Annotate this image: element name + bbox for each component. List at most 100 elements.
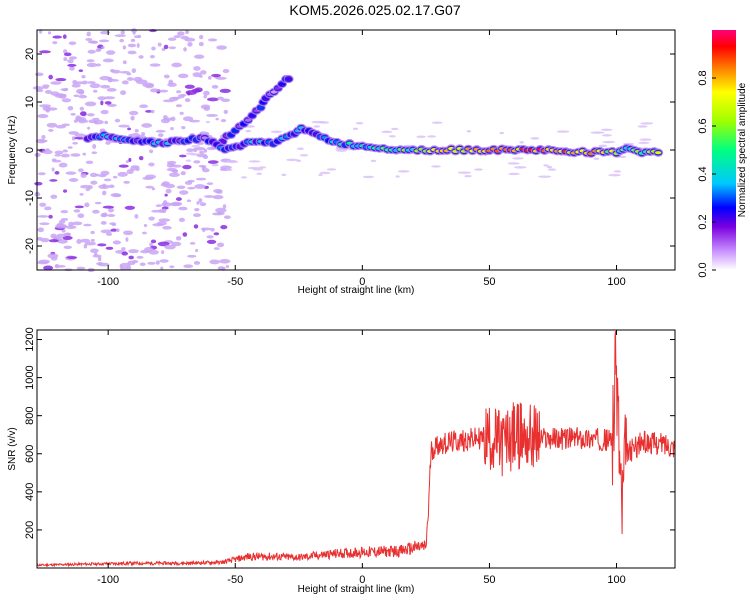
- spectrogram-noise-cell: [168, 46, 177, 50]
- snr-panel: -100 -50 0 50 100 200 400 600 800 1000 1200 Height…: [7, 327, 676, 595]
- spectrogram-noise-cell: [62, 88, 68, 92]
- spectrogram-noise-cell: [326, 168, 337, 171]
- spectrogram-noise-cell: [602, 134, 612, 137]
- spectrogram-noise-cell: [105, 232, 113, 236]
- spectrogram-noise-cell: [133, 76, 143, 82]
- spectrogram-noise-cell: [598, 144, 608, 148]
- spectrogram-noise-cell: [41, 135, 46, 140]
- spectrogram-noise-cell: [116, 228, 120, 233]
- spectrogram-noise-cell: [198, 164, 206, 168]
- spectrogram-noise-cell: [637, 125, 648, 128]
- spectrogram-noise-cell: [68, 178, 79, 182]
- spectrogram-noise-cell: [70, 112, 76, 116]
- spectrogram-noise-cell: [122, 60, 127, 65]
- spectrogram-noise-cell: [163, 44, 169, 50]
- snr-axes: -100 -50 0 50 100 200 400 600 800 1000 1200: [24, 327, 675, 586]
- spectrogram-noise-cell: [97, 47, 102, 52]
- spectrogram-noise-cell: [556, 130, 570, 133]
- spectrogram-noise-cell: [62, 233, 70, 236]
- spectrogram-noise-cell: [155, 204, 162, 208]
- spectrogram-noise-cell: [296, 147, 304, 150]
- colorbar-tick-label: 0.6: [697, 118, 709, 133]
- spectrogram-noise-cell: [34, 181, 43, 186]
- spectrogram-noise-cell: [103, 178, 112, 182]
- spectrogram-noise-cell: [162, 115, 168, 119]
- spectrogram-noise-cell: [222, 204, 227, 209]
- spectrogram-noise-cell: [219, 88, 231, 94]
- spectrogram-noise-cell: [639, 138, 652, 141]
- branch-ridge-cell: [257, 106, 264, 110]
- snr-x-tick-label: 100: [607, 574, 625, 586]
- spectrogram-noise-cell: [427, 135, 437, 138]
- spectrogram-noise-cell: [43, 86, 49, 89]
- spectrogram-noise-cell: [125, 237, 129, 242]
- spectrogram-noise-cell: [69, 66, 75, 71]
- spectrogram-noise-cell: [179, 111, 184, 115]
- colorbar-tick-label: 0.2: [697, 214, 709, 229]
- spectrogram-noise-cell: [187, 42, 193, 47]
- spectrogram-noise-cell: [152, 223, 164, 227]
- spectrogram-noise-cell: [130, 133, 141, 138]
- spectrogram-noise-cell: [84, 202, 90, 208]
- spectrogram-noise-cell: [48, 128, 54, 132]
- spectrogram-noise-cell: [143, 224, 148, 228]
- spectrogram-noise-cell: [92, 254, 102, 258]
- spectrogram-noise-cell: [76, 266, 86, 270]
- figure-title: KOM5.2026.025.02.17.G07: [289, 2, 460, 18]
- spectrogram-noise-cell: [220, 98, 231, 102]
- spectrogram-noise-cell: [120, 30, 125, 35]
- spectrogram-noise-cell: [136, 43, 140, 48]
- spectrogram-noise-cell: [78, 94, 88, 99]
- spectrogram-noise-cell: [127, 43, 137, 48]
- spectrogram-noise-cell: [89, 83, 101, 89]
- spectrogram-noise-cell: [117, 171, 128, 177]
- spectrogram-noise-cell: [158, 218, 171, 222]
- spectrogram-noise-cell: [42, 105, 51, 111]
- spectrogram-noise-cell: [319, 121, 330, 124]
- spectrogram-noise-cell: [507, 162, 520, 165]
- spectrogram-noise-cell: [52, 35, 63, 39]
- spectrogram-noise-cell: [45, 148, 50, 152]
- spectrogram-noise-cell: [209, 259, 220, 265]
- colorbar: 0.0 0.2 0.4 0.6 0.8 Normalized spectral ampl…: [697, 30, 748, 278]
- spectrogram-noise-cell: [141, 132, 146, 136]
- spectrogram-noise-cell: [160, 118, 171, 124]
- spectrogram-noise-cell: [144, 174, 157, 179]
- spectrogram-noise-cell: [114, 34, 127, 38]
- spectrogram-noise-cell: [186, 148, 195, 153]
- spectrogram-noise-cell: [121, 80, 129, 85]
- spectrogram-noise-cell: [89, 172, 98, 178]
- spectrogram-noise-cell: [145, 185, 154, 189]
- spectrogram-noise-cell: [199, 150, 205, 154]
- branch-ridge-cell: [278, 82, 286, 86]
- spectrogram-noise-cell: [362, 175, 375, 179]
- spectrogram-noise-cell: [134, 129, 139, 133]
- spectrogram-noise-cell: [90, 238, 95, 242]
- spectrogram-noise-cell: [178, 206, 188, 211]
- spectrogram-noise-cell: [60, 210, 69, 214]
- spectrogram-noise-cell: [134, 214, 139, 219]
- spectrogram-x-tick-label: 100: [607, 276, 625, 288]
- spectrogram-noise-cell: [225, 159, 238, 163]
- spectrogram-noise-cell: [162, 99, 175, 103]
- spectrogram-noise-cell: [137, 34, 142, 39]
- spectrogram-noise-cell: [48, 214, 53, 219]
- spectrogram-noise-cell: [179, 190, 189, 195]
- spectrogram-noise-cell: [352, 127, 359, 131]
- spectrogram-noise-cell: [62, 235, 73, 241]
- spectrogram-noise-cell: [80, 238, 91, 243]
- spectrogram-noise-cell: [102, 58, 114, 63]
- spectrogram-noise-cell: [97, 243, 107, 247]
- spectrogram-noise-cell: [169, 172, 180, 177]
- spectrogram-noise-cell: [44, 206, 52, 211]
- spectrogram-noise-cell: [602, 140, 616, 144]
- spectrogram-noise-cell: [178, 217, 186, 223]
- spectrogram-noise-cell: [50, 81, 62, 85]
- spectrogram-noise-cell: [63, 49, 68, 54]
- snr-y-tick-label: 400: [24, 483, 36, 501]
- spectrogram-noise-cell: [184, 37, 196, 42]
- spectrogram-noise-cell: [73, 119, 78, 123]
- spectrogram-noise-cell: [83, 243, 88, 249]
